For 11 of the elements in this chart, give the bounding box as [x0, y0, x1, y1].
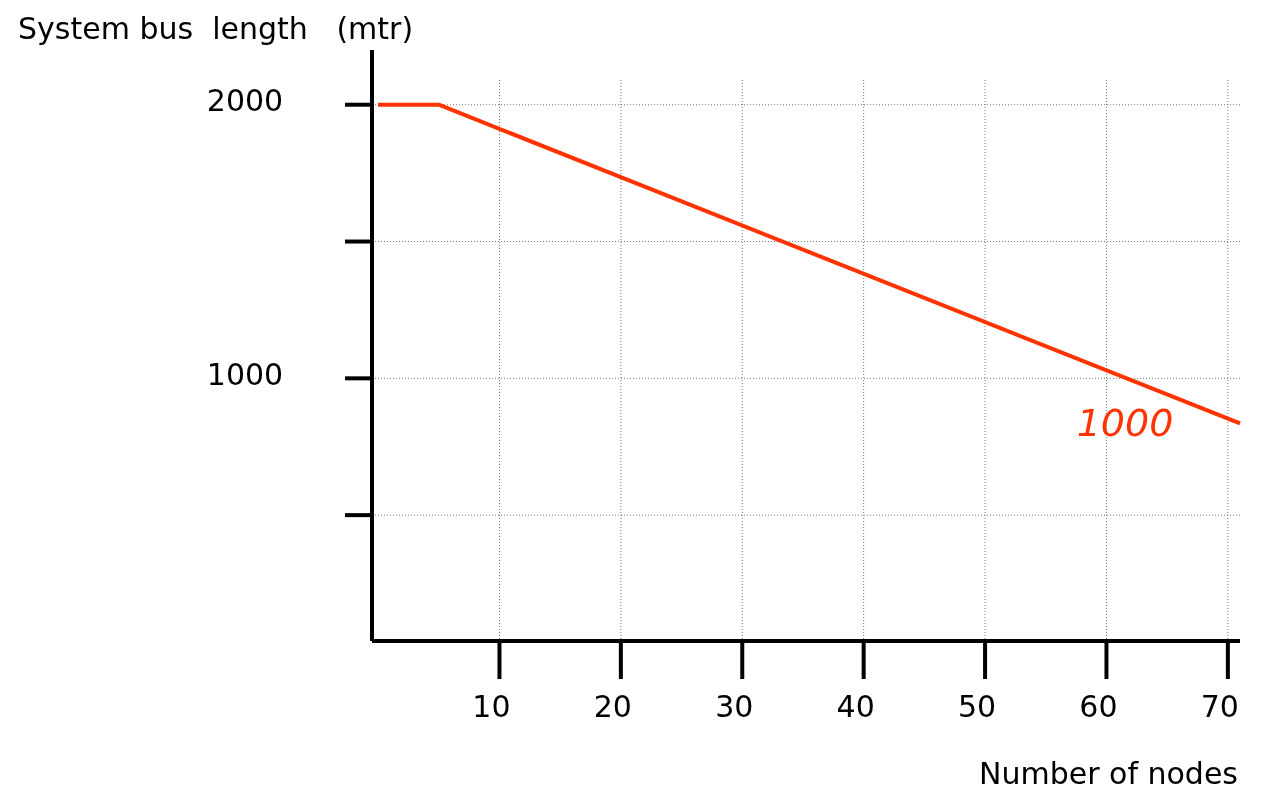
x-tick-label: 30: [715, 688, 754, 724]
x-tick-label: 60: [1079, 688, 1118, 724]
x-tick-label: 20: [593, 688, 632, 724]
y-tick-label: 2000: [206, 83, 284, 119]
x-tick-label: 70: [1200, 688, 1239, 724]
x-tick-label: 10: [472, 688, 511, 724]
annotation: 1000: [1076, 400, 1174, 445]
y-axis-title: System bus length (mtr): [18, 10, 414, 46]
x-tick-label: 40: [836, 688, 875, 724]
x-axis-title: Number of nodes: [979, 755, 1238, 791]
x-tick-label: 50: [957, 688, 997, 724]
